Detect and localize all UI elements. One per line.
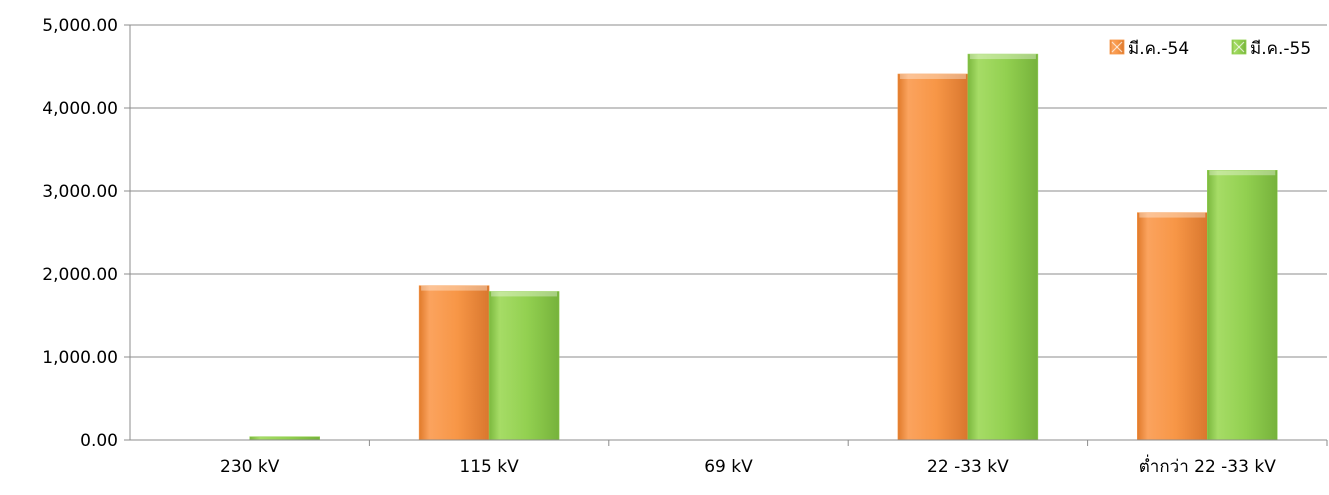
legend-swatch-highlight xyxy=(1233,41,1245,53)
legend: มี.ค.-54 มี.ค.-55 xyxy=(1109,39,1311,59)
legend-label: มี.ค.-54 xyxy=(1128,39,1189,59)
y-tick-label: 0.00 xyxy=(80,431,118,451)
bar-top-highlight xyxy=(1139,212,1206,218)
bar-top-highlight xyxy=(1209,170,1276,176)
legend-label: มี.ค.-55 xyxy=(1250,39,1311,59)
bar-mar-54 xyxy=(418,285,490,441)
x-tick-label: ต่ำกว่า 22 -33 kV xyxy=(1139,454,1276,477)
bars xyxy=(249,53,1278,441)
bar-top-highlight xyxy=(969,54,1036,60)
legend-swatch-highlight xyxy=(1111,41,1123,53)
x-tick-label: 22 -33 kV xyxy=(927,457,1009,477)
bar-top-highlight xyxy=(899,73,966,79)
y-tick-label: 2,000.00 xyxy=(42,265,118,285)
y-tick-label: 3,000.00 xyxy=(42,182,118,202)
x-tick-label: 230 kV xyxy=(220,457,280,477)
y-tick-label: 5,000.00 xyxy=(42,16,118,36)
y-axis: 0.00 1,000.00 2,000.00 3,000.00 4,000.00 5,00… xyxy=(42,16,131,451)
y-tick-label: 4,000.00 xyxy=(42,99,118,119)
bar-mar-54 xyxy=(1137,212,1208,441)
bar-mar-55 xyxy=(488,291,560,441)
bar-mar-55 xyxy=(967,53,1039,441)
bar-mar-54 xyxy=(897,73,969,441)
bar-top-highlight xyxy=(491,291,558,297)
bar-top-highlight xyxy=(421,285,488,291)
x-tick-label: 69 kV xyxy=(704,457,753,477)
x-axis: 230 kV 115 kV 69 kV 22 -33 kV ต่ำกว่า 22 -33… xyxy=(130,439,1328,477)
bar-mar-55 xyxy=(1207,170,1278,441)
y-tick-label: 1,000.00 xyxy=(42,348,118,368)
x-tick-label: 115 kV xyxy=(459,457,519,477)
